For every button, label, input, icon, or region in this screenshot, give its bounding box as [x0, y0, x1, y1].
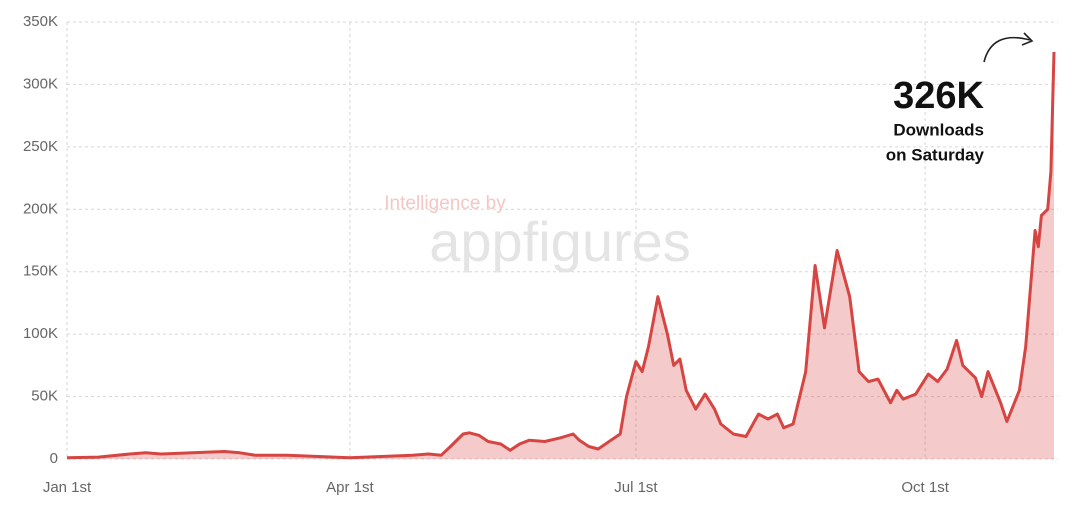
- annotation-text: on Saturday: [886, 145, 985, 164]
- y-tick-label: 100K: [23, 325, 58, 342]
- x-tick-label: Apr 1st: [326, 479, 374, 496]
- annotation-text: Downloads: [893, 120, 984, 139]
- annotation-arrowhead: [1021, 32, 1034, 46]
- y-tick-label: 250K: [23, 138, 58, 155]
- watermark-logo: appfigures: [429, 210, 691, 273]
- x-tick-label: Jan 1st: [43, 479, 92, 496]
- annotation-arrow: [983, 36, 1031, 63]
- y-tick-label: 200K: [23, 200, 58, 217]
- y-tick-label: 50K: [31, 388, 58, 405]
- watermark-small: Intelligence by: [384, 193, 506, 214]
- x-tick-label: Jul 1st: [614, 479, 658, 496]
- y-tick-label: 150K: [23, 263, 58, 280]
- y-tick-label: 350K: [23, 13, 58, 30]
- y-tick-label: 300K: [23, 75, 58, 92]
- annotation-value: 326K: [893, 75, 984, 117]
- y-tick-label: 0: [50, 450, 58, 467]
- x-tick-label: Oct 1st: [901, 479, 949, 496]
- line: [66, 51, 1056, 460]
